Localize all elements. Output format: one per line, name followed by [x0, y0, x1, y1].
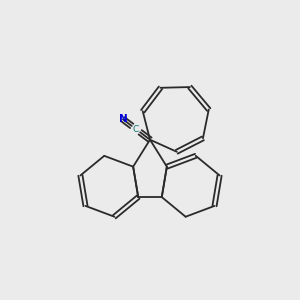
Text: N: N — [118, 114, 127, 124]
Text: C: C — [133, 124, 139, 134]
